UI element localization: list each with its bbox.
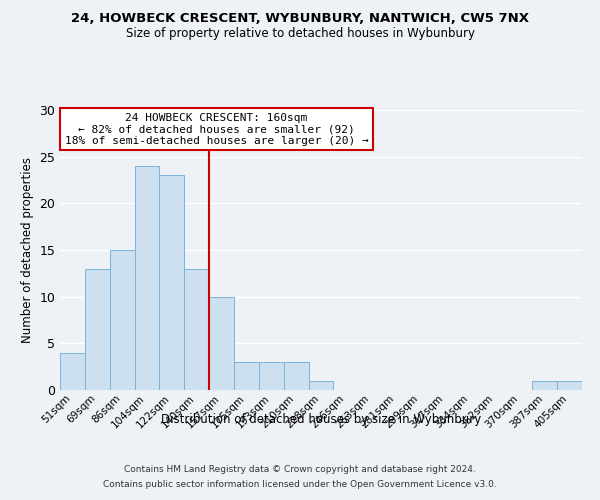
Y-axis label: Number of detached properties: Number of detached properties — [21, 157, 34, 343]
Text: Distribution of detached houses by size in Wybunbury: Distribution of detached houses by size … — [161, 412, 481, 426]
Bar — [134, 166, 160, 390]
Bar — [284, 362, 308, 390]
Bar — [308, 380, 334, 390]
Text: Contains public sector information licensed under the Open Government Licence v3: Contains public sector information licen… — [103, 480, 497, 489]
Bar — [209, 296, 234, 390]
Bar — [557, 380, 582, 390]
Bar — [85, 268, 110, 390]
Bar — [184, 268, 209, 390]
Text: 24, HOWBECK CRESCENT, WYBUNBURY, NANTWICH, CW5 7NX: 24, HOWBECK CRESCENT, WYBUNBURY, NANTWIC… — [71, 12, 529, 26]
Bar — [110, 250, 134, 390]
Bar — [60, 352, 85, 390]
Text: Size of property relative to detached houses in Wybunbury: Size of property relative to detached ho… — [125, 28, 475, 40]
Bar — [234, 362, 259, 390]
Bar — [259, 362, 284, 390]
Text: 24 HOWBECK CRESCENT: 160sqm
← 82% of detached houses are smaller (92)
18% of sem: 24 HOWBECK CRESCENT: 160sqm ← 82% of det… — [65, 113, 368, 146]
Bar — [532, 380, 557, 390]
Text: Contains HM Land Registry data © Crown copyright and database right 2024.: Contains HM Land Registry data © Crown c… — [124, 465, 476, 474]
Bar — [160, 176, 184, 390]
